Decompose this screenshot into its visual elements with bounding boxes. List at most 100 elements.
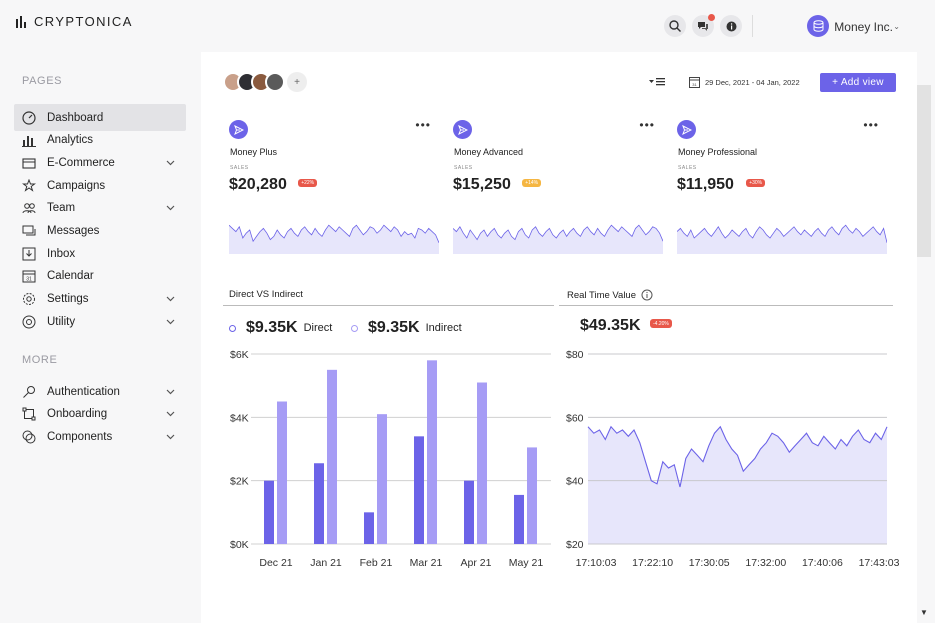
card-value: $15,250 [453, 176, 511, 193]
bar-indirect[interactable] [277, 401, 287, 545]
expand-toggle[interactable] [166, 434, 176, 440]
y-tick-label: $2K [230, 476, 249, 488]
sidebar: PAGES Dashboard Analytics E-Commerce Campai… [0, 52, 200, 623]
scrollbar-thumb[interactable] [917, 85, 931, 257]
calendar-icon: 31 [22, 269, 36, 283]
expand-toggle[interactable] [166, 205, 176, 211]
chevron-down-icon [166, 434, 175, 440]
expand-toggle[interactable] [166, 296, 176, 302]
x-tick-label: 17:22:10 [632, 557, 673, 569]
main-content: + 31 29 Dec, 2021 - 04 Jan, 2022 + Add v… [201, 52, 917, 623]
sidebar-item-label: Dashboard [47, 111, 104, 124]
y-tick-label: $60 [566, 412, 584, 424]
card-title: Money Advanced [454, 147, 524, 157]
ecommerce-icon [22, 156, 36, 170]
legend-label: Direct [303, 322, 333, 334]
messages-button[interactable] [692, 14, 715, 37]
svg-text:31: 31 [26, 277, 32, 283]
svg-text:31: 31 [692, 82, 697, 87]
stat-card: ••• Money Professional SALES $11,950 +30% [677, 118, 887, 260]
real-time-badge: -4.20% [650, 319, 672, 328]
database-icon [813, 20, 823, 32]
sidebar-item-inbox[interactable]: Inbox [14, 240, 186, 267]
expand-toggle[interactable] [166, 411, 176, 417]
bar-direct[interactable] [264, 480, 274, 544]
direct-indirect-title: Direct VS Indirect [229, 289, 303, 300]
utility-icon [22, 315, 36, 329]
legend-label: Indirect [425, 322, 462, 334]
x-tick-label: Feb 21 [360, 557, 393, 569]
info-button[interactable] [720, 15, 742, 37]
app-title: Cryptonica [34, 14, 133, 29]
sidebar-item-components[interactable]: Components [14, 423, 186, 450]
card-menu-button[interactable]: ••• [639, 118, 655, 132]
y-tick-label: $4K [230, 412, 249, 424]
section-label-pages: PAGES [22, 75, 63, 87]
header-divider [752, 15, 753, 37]
app-logo[interactable]: Cryptonica [16, 14, 133, 29]
bar-direct[interactable] [414, 436, 424, 544]
x-tick-label: 17:30:05 [689, 557, 730, 569]
chevron-down-icon [166, 296, 175, 302]
x-tick-label: 17:10:03 [576, 557, 617, 569]
search-icon [669, 20, 681, 32]
chevron-down-icon [166, 160, 175, 166]
expand-toggle[interactable] [166, 389, 176, 395]
sidebar-item-authentication[interactable]: Authentication [14, 378, 186, 405]
card-sales-label: SALES [678, 165, 697, 171]
sidebar-item-settings[interactable]: Settings [14, 286, 186, 313]
sidebar-item-dashboard[interactable]: Dashboard [14, 104, 186, 131]
sidebar-item-e-commerce[interactable]: E-Commerce [14, 149, 186, 176]
filter-sort-icon[interactable] [649, 77, 667, 87]
bar-direct[interactable] [364, 512, 374, 544]
add-view-button[interactable]: + Add view [820, 73, 896, 92]
sidebar-item-team[interactable]: Team [14, 195, 186, 222]
info-icon[interactable] [641, 289, 653, 301]
bar-indirect[interactable] [327, 369, 337, 544]
bar-indirect[interactable] [377, 414, 387, 544]
user-menu-button[interactable]: Money Inc. [834, 20, 893, 34]
info-icon [726, 21, 736, 31]
user-avatar[interactable] [807, 15, 829, 37]
legend-indirect[interactable]: $9.35K Indirect [351, 319, 462, 337]
avatar[interactable] [265, 72, 285, 92]
scroll-down-icon[interactable]: ▼ [920, 608, 928, 617]
team-icon [22, 201, 36, 215]
bar-indirect[interactable] [527, 447, 537, 544]
search-button[interactable] [664, 15, 686, 37]
legend-marker-icon [351, 324, 358, 332]
sidebar-item-calendar[interactable]: 31 Calendar [14, 263, 186, 290]
add-member-button[interactable]: + [287, 72, 307, 92]
sidebar-item-analytics[interactable]: Analytics [14, 127, 186, 154]
real-time-area-chart: $20 $40 $60 $80 17:10:03 17:22:10 17:30:05 17:3… [566, 349, 900, 569]
chevron-down-icon [166, 411, 175, 417]
sidebar-item-campaigns[interactable]: Campaigns [14, 172, 186, 199]
expand-toggle[interactable] [166, 319, 176, 325]
bar-indirect[interactable] [477, 382, 487, 545]
calendar-icon: 31 [689, 77, 700, 88]
card-badge: +14% [522, 179, 542, 187]
series-line[interactable] [587, 425, 888, 488]
bar-direct[interactable] [514, 494, 524, 544]
card-menu-button[interactable]: ••• [415, 118, 431, 132]
sidebar-item-label: Campaigns [47, 179, 106, 192]
inbox-icon [22, 247, 36, 261]
sidebar-item-messages[interactable]: Messages [14, 218, 186, 245]
y-tick-label: $6K [230, 349, 249, 361]
bar-direct[interactable] [464, 480, 474, 544]
send-icon [453, 120, 472, 139]
bar-direct[interactable] [314, 463, 324, 544]
area-fill [588, 426, 887, 544]
card-menu-button[interactable]: ••• [863, 118, 879, 132]
sidebar-item-onboarding[interactable]: Onboarding [14, 401, 186, 428]
date-range-picker[interactable]: 31 29 Dec, 2021 - 04 Jan, 2022 [689, 76, 800, 88]
card-badge: +30% [746, 179, 766, 187]
card-sparkline [677, 224, 887, 254]
legend-direct[interactable]: $9.35K Direct [229, 319, 332, 337]
section-label-more: MORE [22, 354, 58, 366]
expand-toggle[interactable] [166, 160, 176, 166]
bar-indirect[interactable] [427, 360, 437, 544]
team-avatars: + [223, 72, 307, 92]
sidebar-item-utility[interactable]: Utility [14, 308, 186, 335]
card-value: $11,950 [677, 176, 734, 193]
